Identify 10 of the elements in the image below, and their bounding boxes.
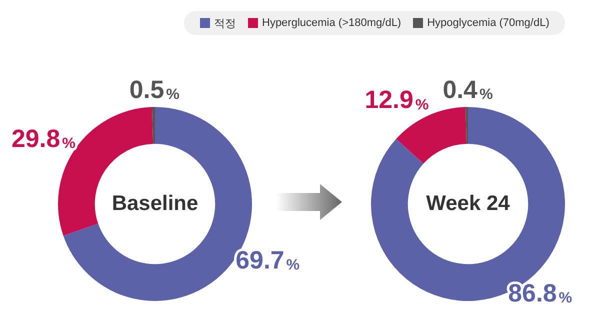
data-label: 0.5% [129,76,180,104]
text: Week 24 [426,192,510,215]
legend-label: 적정 [214,16,236,30]
data-label: 0.4% [442,76,493,104]
data-label: 29.8% [11,124,76,153]
legend-label: Hypoglycemia (70mg/dL) [427,17,550,29]
legend-label: Hyperglucemia (>180mg/dL) [262,17,402,29]
text: Baseline [112,192,198,215]
data-label: 12.9% [364,86,429,114]
data-label: 69.7% [236,246,300,274]
